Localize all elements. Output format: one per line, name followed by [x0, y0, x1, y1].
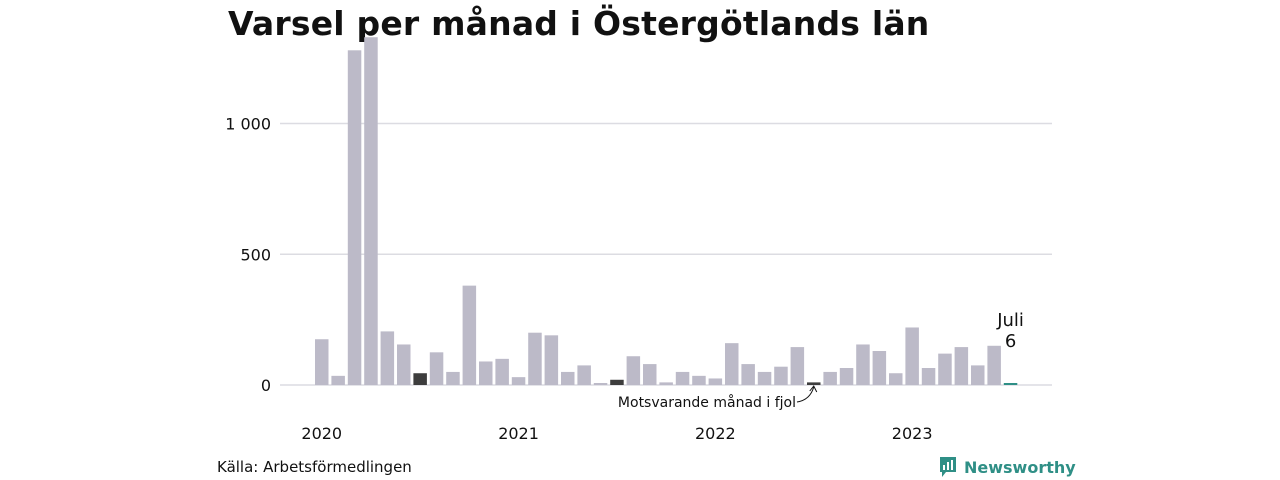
bar-same-month-last-year	[610, 379, 624, 385]
source-note: Källa: Arbetsförmedlingen	[217, 458, 412, 476]
x-tick-label: 2022	[695, 424, 736, 443]
bar	[725, 343, 739, 385]
bar	[675, 371, 690, 385]
annotation-arrowhead	[809, 385, 818, 393]
bar	[905, 327, 919, 385]
bar	[692, 375, 706, 385]
bar	[347, 50, 362, 385]
bar	[577, 365, 591, 385]
bar	[364, 37, 378, 386]
y-axis: 0 500 1 000	[225, 115, 271, 395]
bar	[823, 371, 837, 385]
gridlines	[280, 122, 1052, 386]
bar	[971, 365, 985, 385]
bar	[872, 351, 887, 385]
bar	[495, 358, 509, 385]
bar	[593, 383, 608, 385]
y-tick-label: 0	[261, 376, 271, 395]
bar	[921, 368, 936, 385]
annotation-arrow	[796, 386, 815, 403]
brand-name: Newsworthy	[964, 457, 1076, 477]
bar	[708, 378, 723, 385]
newsworthy-logo-icon	[940, 457, 956, 477]
bar-highlight	[1003, 383, 1018, 385]
same-month-annotation: Motsvarande månad i fjol	[618, 394, 796, 411]
chart-title: Varsel per månad i Östergötlands län	[228, 4, 930, 43]
bar	[856, 344, 870, 385]
bar	[889, 373, 903, 385]
bar-same-month-last-year	[413, 373, 427, 385]
x-axis: 2020 2021 2022 2023	[301, 424, 932, 443]
bar	[315, 339, 329, 385]
bar	[528, 332, 542, 385]
bar	[626, 356, 641, 385]
bar-same-month-last-year	[807, 382, 821, 385]
y-tick-label: 500	[240, 245, 271, 264]
bar	[561, 371, 575, 385]
bar	[544, 335, 559, 385]
highlight-value-label: 6	[1005, 331, 1016, 352]
x-tick-label: 2020	[301, 424, 342, 443]
bar	[643, 364, 657, 385]
bar	[380, 331, 395, 385]
bar	[479, 361, 493, 385]
bar	[774, 366, 788, 385]
bar	[790, 347, 805, 385]
bar	[331, 375, 345, 385]
bar	[462, 285, 477, 385]
bars	[315, 37, 1018, 386]
bar	[741, 364, 755, 385]
bar	[954, 347, 969, 385]
bar	[659, 382, 673, 385]
bar	[757, 371, 772, 385]
bar	[839, 368, 854, 385]
highlight-month-label: Juli	[996, 310, 1024, 331]
bar	[397, 344, 411, 385]
bar	[429, 352, 444, 385]
x-tick-label: 2023	[892, 424, 933, 443]
bar	[511, 377, 526, 385]
bar	[987, 345, 1001, 385]
y-tick-label: 1 000	[225, 115, 271, 134]
bar	[446, 371, 460, 385]
bar	[938, 353, 952, 385]
x-tick-label: 2021	[498, 424, 539, 443]
brand-logo: Newsworthy	[938, 456, 1076, 478]
